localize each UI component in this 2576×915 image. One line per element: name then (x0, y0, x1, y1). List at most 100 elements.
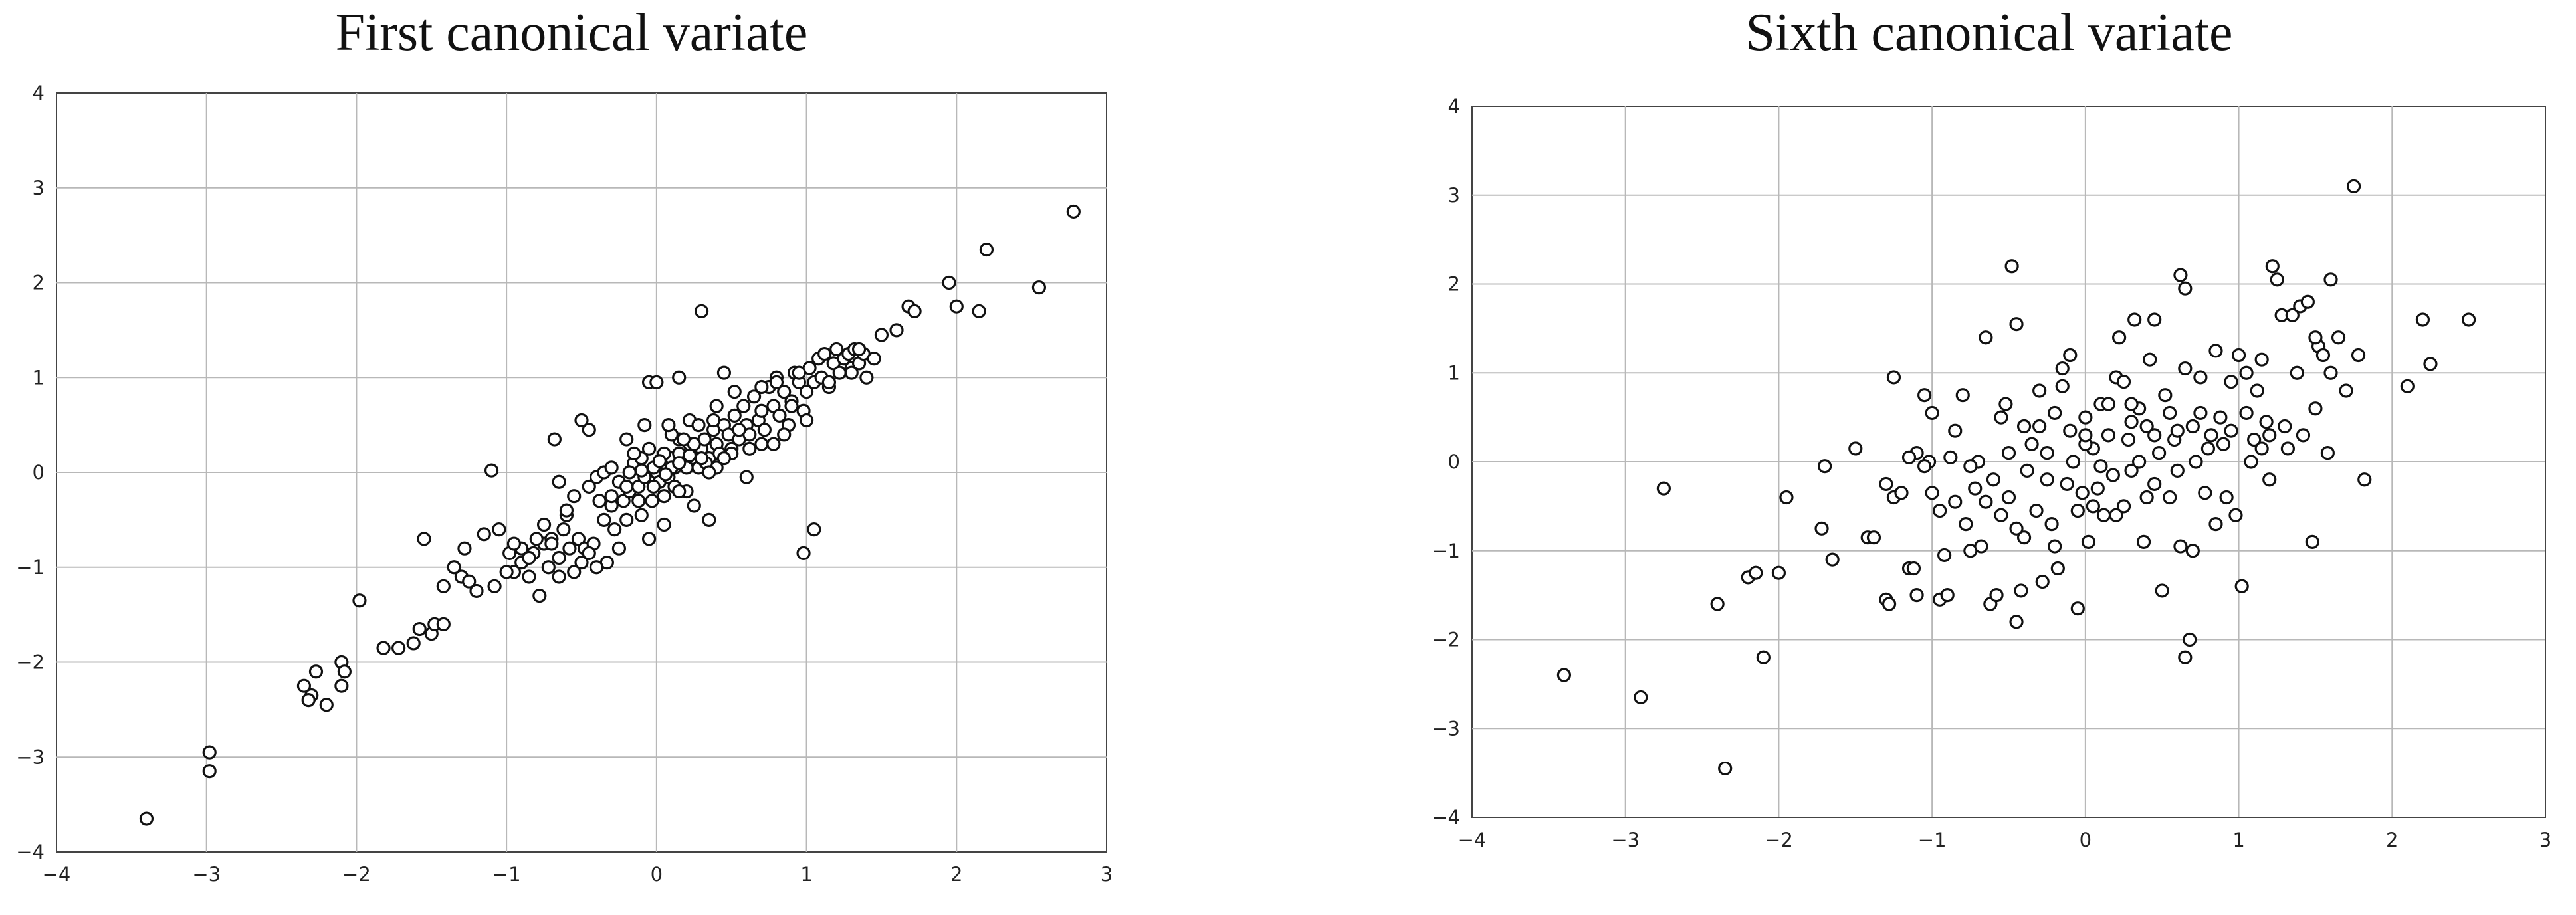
data-point (2415, 312, 2430, 327)
data-point (2285, 308, 2300, 322)
data-point (942, 275, 956, 290)
data-point (1933, 503, 1947, 518)
data-point (2323, 365, 2338, 380)
data-point (1825, 552, 1840, 567)
data-point (2265, 259, 2280, 274)
data-point (2323, 272, 2338, 287)
y-tick-label: 2 (33, 272, 45, 294)
data-point (691, 418, 706, 433)
data-point (2048, 405, 2062, 421)
data-point (1866, 530, 1881, 545)
data-point (972, 304, 986, 318)
data-point (2228, 508, 2243, 522)
data-point (2055, 379, 2070, 393)
data-point (1979, 494, 1993, 509)
data-point (2173, 268, 2188, 282)
data-point (2055, 361, 2070, 376)
data-point (1710, 597, 1725, 611)
data-point (694, 451, 709, 466)
data-point (637, 418, 652, 433)
data-point (2189, 455, 2203, 469)
data-point (2070, 503, 2085, 518)
data-point (536, 517, 552, 532)
data-point (1948, 423, 1963, 438)
data-point (2066, 455, 2081, 469)
data-point (2305, 534, 2319, 549)
y-tick-label: −3 (1432, 717, 1460, 740)
data-point (2216, 437, 2231, 451)
data-point (2070, 601, 2085, 616)
data-point (352, 593, 367, 608)
x-tick-label: −3 (192, 863, 221, 886)
data-point (522, 569, 536, 584)
data-point (319, 698, 334, 712)
data-point (2124, 397, 2139, 411)
data-point (574, 556, 589, 570)
data-point (2339, 383, 2353, 398)
data-point (2173, 539, 2188, 554)
data-point (2183, 632, 2197, 647)
data-point (619, 432, 634, 447)
data-point (732, 423, 746, 437)
data-point (1756, 650, 1771, 664)
data-point (506, 536, 522, 551)
data-point (1943, 450, 1958, 464)
x-tick-label: 0 (2080, 829, 2092, 851)
data-point (2170, 423, 2185, 438)
data-point (2170, 463, 2185, 478)
x-tick-label: −4 (1458, 829, 1487, 851)
data-point (2270, 272, 2284, 287)
data-point (487, 579, 502, 593)
data-point (2219, 490, 2234, 505)
data-point (567, 565, 582, 579)
data-point (2308, 330, 2323, 345)
y-tick-label: −2 (16, 651, 45, 674)
data-point (1031, 280, 1047, 295)
data-point (2357, 472, 2372, 487)
data-point (799, 385, 814, 399)
data-point (1937, 548, 1952, 563)
data-point (2163, 490, 2177, 505)
data-point (949, 299, 964, 314)
data-point (682, 448, 697, 462)
y-tick-label: −1 (1432, 540, 1460, 562)
data-point (2262, 428, 2277, 443)
data-point (2158, 388, 2173, 403)
data-point (2124, 415, 2139, 429)
data-point (562, 541, 577, 556)
data-point (676, 432, 691, 447)
data-point (2035, 574, 2050, 589)
y-tick-label: −4 (16, 841, 45, 863)
x-tick-label: 2 (950, 863, 962, 886)
data-point (1940, 588, 1955, 603)
data-point (672, 456, 687, 470)
data-point (2029, 503, 2044, 518)
y-tick-label: −4 (1432, 806, 1460, 829)
data-point (1986, 472, 2001, 487)
data-point (2124, 463, 2139, 478)
data-point (1989, 588, 2004, 603)
data-point (716, 451, 732, 466)
data-point (2147, 312, 2162, 327)
data-point (582, 423, 596, 437)
data-point (1963, 459, 1978, 474)
data-point (2040, 472, 2054, 487)
data-point (1901, 450, 1917, 464)
data-point (559, 503, 574, 518)
data-point (604, 489, 619, 504)
data-point (2016, 530, 2032, 545)
data-point (2078, 410, 2093, 425)
data-point (1894, 486, 1909, 500)
y-tick-label: 3 (33, 177, 45, 199)
data-point (2016, 419, 2032, 434)
data-point (2308, 401, 2323, 416)
chart-title: Sixth canonical variate (1745, 3, 2233, 62)
data-point (2112, 330, 2127, 345)
data-point (2213, 410, 2228, 425)
data-point (1925, 405, 1939, 421)
data-point (2048, 539, 2062, 554)
data-point (2290, 365, 2304, 380)
y-tick-label: −2 (1432, 629, 1460, 651)
data-point (2075, 486, 2090, 500)
data-point (746, 389, 762, 404)
